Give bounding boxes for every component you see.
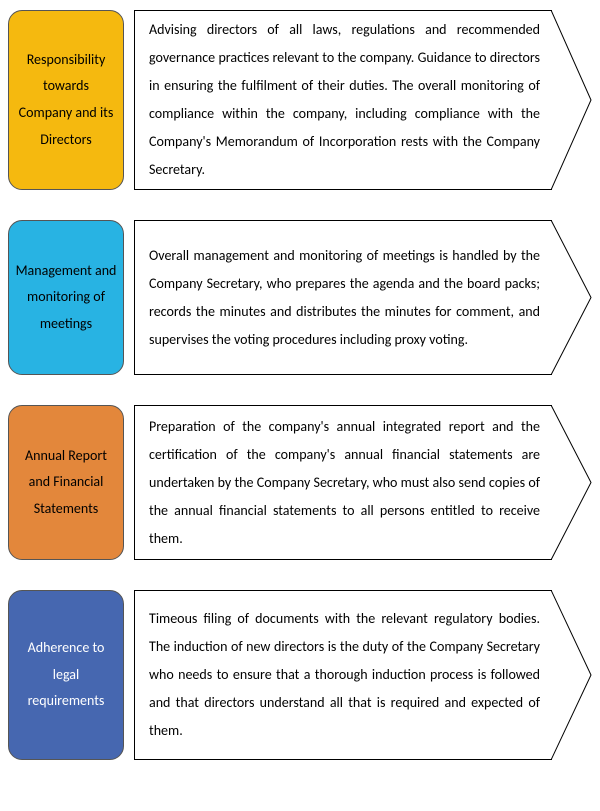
category-label: Annual Report and Financial Statements xyxy=(8,405,124,560)
arrow-head-icon xyxy=(552,220,592,375)
diagram-row: Annual Report and Financial StatementsPr… xyxy=(8,405,592,560)
arrow-shape: Advising directors of all laws, regulati… xyxy=(134,10,592,190)
arrow-shape: Preparation of the company's annual inte… xyxy=(134,405,592,560)
arrow-shape: Overall management and monitoring of mee… xyxy=(134,220,592,375)
arrow-shape: Timeous filing of documents with the rel… xyxy=(134,590,592,760)
category-label: Responsibility towards Company and its D… xyxy=(8,10,124,190)
diagram-row: Management and monitoring of meetingsOve… xyxy=(8,220,592,375)
description-text-content: Overall management and monitoring of mee… xyxy=(149,242,540,354)
description-text: Advising directors of all laws, regulati… xyxy=(134,10,552,190)
arrow-head-icon xyxy=(552,10,592,190)
description-text: Timeous filing of documents with the rel… xyxy=(134,590,552,760)
category-label: Adherence to legal requirements xyxy=(8,590,124,760)
description-text-content: Timeous filing of documents with the rel… xyxy=(149,605,540,745)
category-label: Management and monitoring of meetings xyxy=(8,220,124,375)
description-text-content: Preparation of the company's annual inte… xyxy=(149,413,540,553)
diagram-row: Adherence to legal requirementsTimeous f… xyxy=(8,590,592,760)
arrow-head-icon xyxy=(552,590,592,760)
description-text-content: Advising directors of all laws, regulati… xyxy=(149,16,540,184)
arrow-head-icon xyxy=(552,405,592,560)
description-text: Overall management and monitoring of mee… xyxy=(134,220,552,375)
description-text: Preparation of the company's annual inte… xyxy=(134,405,552,560)
diagram-row: Responsibility towards Company and its D… xyxy=(8,10,592,190)
